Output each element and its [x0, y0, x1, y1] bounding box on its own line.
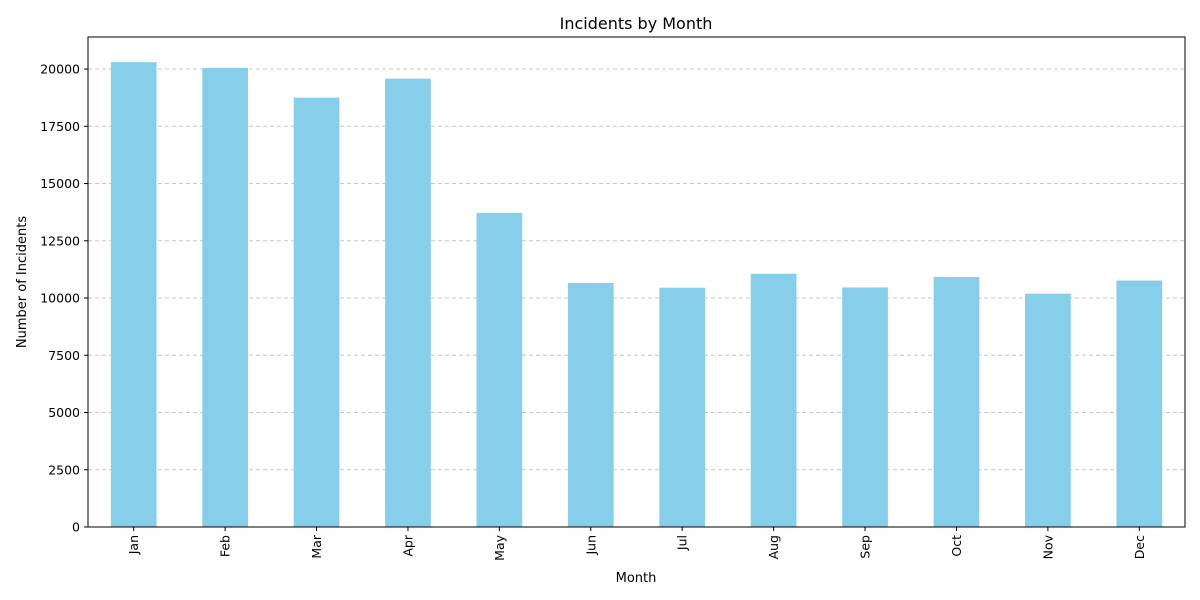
bar-jun — [567, 282, 614, 527]
y-axis-label: Number of Incidents — [15, 216, 30, 348]
chart-title: Incidents by Month — [560, 14, 713, 33]
bar-mar — [293, 97, 340, 528]
bar-nov — [1025, 293, 1071, 527]
y-tick-label: 17500 — [40, 119, 80, 134]
bar-feb — [202, 67, 248, 527]
bar-oct — [933, 276, 980, 527]
bar-aug — [750, 273, 797, 527]
x-tick-label: May — [492, 534, 507, 560]
x-tick-label: Nov — [1040, 534, 1055, 559]
bar-jan — [110, 62, 157, 527]
x-tick-label: Jan — [126, 535, 141, 555]
bar-apr — [385, 78, 431, 527]
x-tick-label: Mar — [309, 534, 324, 558]
y-tick-label: 20000 — [40, 62, 80, 77]
bars — [110, 62, 1163, 528]
x-tick-label: Jul — [675, 535, 690, 551]
y-tick-label: 0 — [72, 520, 80, 535]
bar-may — [476, 212, 523, 527]
x-tick-label: Aug — [766, 535, 781, 559]
x-tick-label: Oct — [949, 535, 964, 557]
y-tick-label: 12500 — [40, 233, 80, 248]
y-tick-label: 5000 — [48, 405, 80, 420]
x-tick-label: Apr — [400, 534, 415, 556]
x-tick-label: Feb — [218, 535, 233, 557]
plot-frame — [87, 36, 1186, 528]
x-tick-label: Sep — [858, 535, 873, 559]
grid-lines — [88, 68, 1185, 471]
y-tick-labels: 0 2500 5000 7500 10000 12500 15000 17500 20000 — [40, 62, 80, 535]
x-tick-labels: Jan Feb Mar Apr May Jun Jul Aug Sep Oct Nov Dec — [126, 534, 1147, 561]
bar-dec — [1116, 280, 1163, 527]
bar-jul — [659, 287, 706, 527]
y-tick-label: 15000 — [40, 176, 80, 191]
x-tick-label: Jun — [583, 535, 598, 556]
y-tick-label: 2500 — [48, 462, 80, 477]
y-tick-label: 10000 — [40, 291, 80, 306]
y-tick-label: 7500 — [48, 348, 80, 363]
x-tick-label: Dec — [1132, 535, 1147, 559]
bar-sep — [842, 287, 888, 527]
x-axis-label: Month — [616, 571, 657, 586]
axes — [84, 36, 1186, 531]
